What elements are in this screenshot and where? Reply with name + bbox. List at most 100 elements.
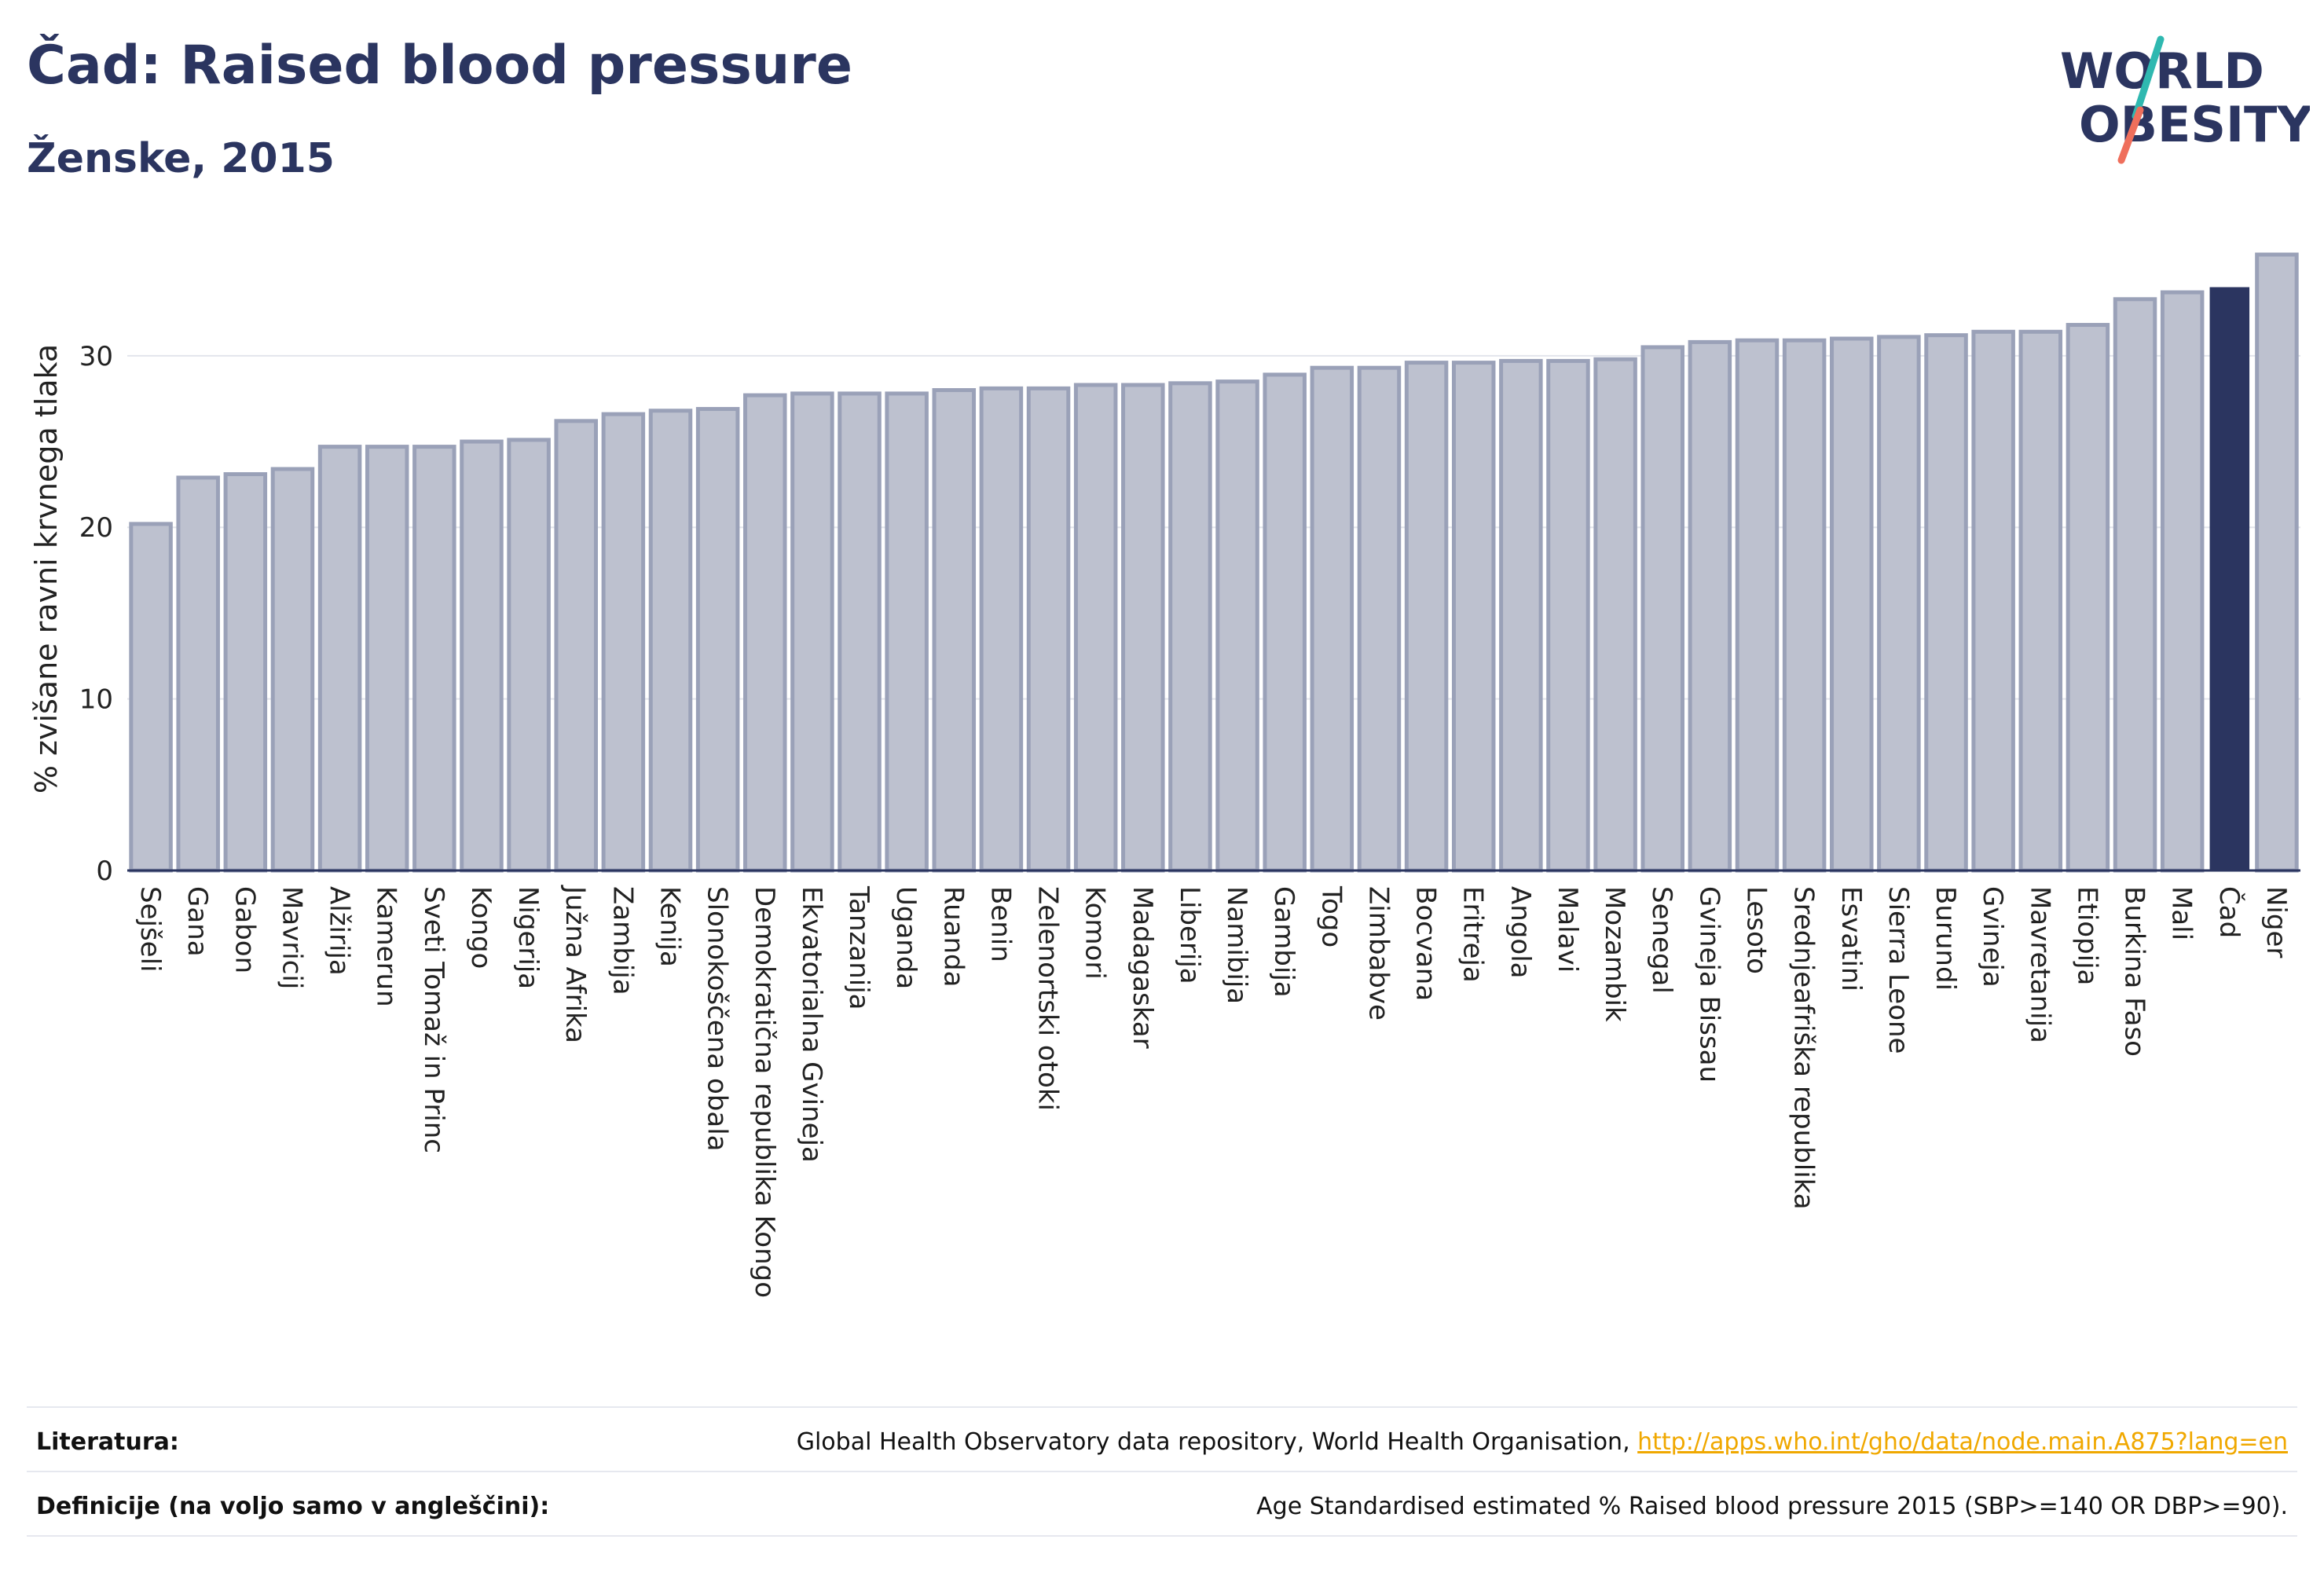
bar <box>648 409 693 873</box>
x-tick-label: Gana <box>181 886 213 957</box>
x-tick-label: Nigerija <box>512 886 544 989</box>
x-tick-label: Burkina Faso <box>2119 886 2150 1057</box>
x-tick-label: Niger <box>2260 886 2292 958</box>
bar <box>601 412 646 873</box>
x-tick-label: Ekvatorialna Gvineja <box>796 886 827 1163</box>
footer-literature-row: Literatura: Global Health Observatory da… <box>27 1428 2297 1460</box>
bar <box>1215 379 1259 873</box>
literature-link[interactable]: http://apps.who.int/gho/data/node.main.A… <box>1637 1428 2288 1456</box>
x-tick-label: Eritreja <box>1457 886 1489 983</box>
bar <box>1971 329 2015 873</box>
x-tick-label: Bocvana <box>1410 886 1442 1001</box>
x-tick-label: Etiopija <box>2071 886 2102 985</box>
x-tick-label: Sveti Tomaž in Princ <box>418 886 449 1153</box>
bar <box>838 391 882 873</box>
x-tick-label: Liberija <box>1174 886 1205 984</box>
bar <box>2255 252 2299 873</box>
logo-slash-coral <box>2117 106 2144 164</box>
chart-subtitle: Ženske, 2015 <box>27 135 335 182</box>
x-tick-label: Uganda <box>890 886 922 989</box>
x-tick-label: Zimbabve <box>1362 886 1394 1021</box>
bar <box>1877 335 1921 873</box>
x-tick-label: Demokratična republika Kongo <box>749 886 780 1298</box>
bar <box>129 522 173 873</box>
y-tick-label: 0 <box>96 856 113 887</box>
x-tick-label: Sejšeli <box>134 886 166 972</box>
x-tick-label: Gambija <box>1268 886 1299 998</box>
bar <box>1263 372 1307 873</box>
bar <box>1121 383 1165 873</box>
world-obesity-logo: WORLD OBESITY <box>2060 35 2310 164</box>
x-tick-label: Malavi <box>1552 886 1583 973</box>
bar <box>1924 333 1968 873</box>
bar <box>932 388 977 873</box>
x-tick-label: Slonokoščena obala <box>702 886 733 1151</box>
bar <box>1310 365 1354 873</box>
logo-slash-teal <box>2132 35 2165 120</box>
bar <box>317 445 362 873</box>
y-tick-label: 10 <box>79 684 113 716</box>
bar <box>412 445 456 873</box>
bar <box>270 467 315 873</box>
definitions-label: Definicije (na voljo samo v angleščini): <box>36 1493 550 1520</box>
bar <box>1640 345 1684 873</box>
bar <box>1735 338 1780 873</box>
bar <box>460 439 504 873</box>
y-axis-label: % zvišane ravni krvnega tlaka <box>29 344 64 793</box>
chart-title: Čad: Raised blood pressure <box>27 35 852 97</box>
x-tick-label: Lesoto <box>1741 886 1772 974</box>
x-tick-label: Benin <box>984 886 1016 962</box>
bar <box>223 472 268 873</box>
bar <box>1546 358 1590 873</box>
bar <box>1168 381 1212 873</box>
bar <box>1593 357 1637 873</box>
x-tick-label: Madagaskar <box>1127 886 1158 1049</box>
bar <box>365 445 409 873</box>
x-tick-label: Namibija <box>1221 886 1252 1004</box>
x-tick-label: Kongo <box>465 886 497 969</box>
bar <box>1782 338 1827 873</box>
x-tick-label: Kenija <box>654 886 686 967</box>
bar <box>554 419 598 873</box>
bar <box>743 393 787 873</box>
x-tick-label: Senegal <box>1646 886 1677 994</box>
x-tick-label: Srednjeafriška republika <box>1788 886 1820 1210</box>
bar <box>2160 290 2205 873</box>
bar <box>2018 329 2063 873</box>
x-tick-label: Mavricij <box>276 886 307 989</box>
bar-chart: 0 10 20 30 % zvišane ravni krvnega tlaka Sejš… <box>29 252 2300 1298</box>
x-tick-label: Sierra Leone <box>1882 886 1914 1054</box>
bar <box>1026 386 1071 873</box>
bar <box>790 391 834 873</box>
bar <box>695 407 740 873</box>
x-tick-label: Mali <box>2166 886 2198 940</box>
x-tick-label: Mavretanija <box>2024 886 2055 1043</box>
x-tick-label: Tanzanija <box>843 885 874 1010</box>
logo-line1: WORLD <box>2060 42 2264 100</box>
footer-divider-middle <box>27 1471 2297 1472</box>
y-tick-label: 20 <box>79 512 113 544</box>
x-tick-label: Gabon <box>229 886 260 973</box>
x-tick-label: Angola <box>1505 886 1536 978</box>
x-tick-label: Zambija <box>607 886 638 995</box>
bar <box>1499 358 1543 873</box>
x-tick-label: Čad <box>2213 886 2245 938</box>
footer-definitions-row: Definicije (na voljo samo v angleščini):… <box>27 1493 2297 1524</box>
x-tick-label: Komori <box>1080 886 1111 980</box>
x-tick-label: Togo <box>1315 885 1347 947</box>
literature-label: Literatura: <box>36 1428 179 1456</box>
bar <box>1830 336 1874 873</box>
x-tick-label: Južna Afrika <box>559 885 591 1043</box>
x-tick-label: Gvineja Bissau <box>1693 886 1725 1083</box>
bar <box>1357 365 1402 873</box>
literature-value: Global Health Observatory data repositor… <box>797 1428 2288 1456</box>
x-tick-label: Ruanda <box>937 886 969 987</box>
y-tick-label: 30 <box>79 341 113 372</box>
bar <box>507 438 551 873</box>
footer-divider-top <box>27 1406 2297 1408</box>
bar <box>885 391 929 873</box>
x-tick-label: Zelenortski otoki <box>1032 886 1064 1111</box>
bar <box>2113 297 2157 873</box>
logo-line2: OBESITY <box>2079 96 2310 153</box>
x-tick-label: Gvineja <box>1977 886 2008 988</box>
